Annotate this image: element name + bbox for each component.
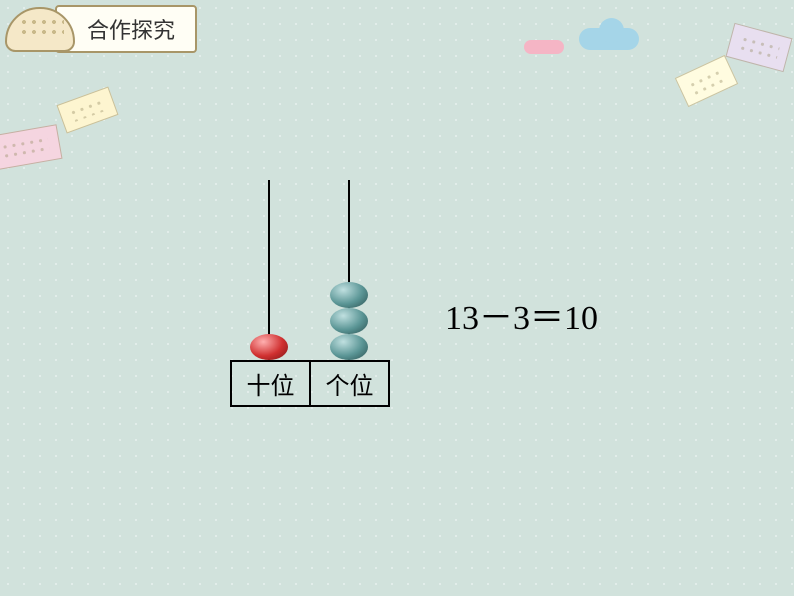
equation-operand-b: 3	[513, 300, 530, 337]
equation-result: 10	[564, 300, 598, 337]
label-tens: 十位	[232, 362, 311, 405]
equation-operator: －	[479, 300, 513, 337]
decoration-ticket	[0, 124, 63, 171]
decoration-ticket	[725, 23, 792, 72]
decoration-ticket	[675, 55, 738, 107]
section-badge: 合作探究	[5, 5, 197, 53]
bead-ones	[330, 334, 368, 360]
candy-icon	[524, 40, 564, 54]
bead-ones	[330, 308, 368, 334]
cloud-icon	[579, 28, 639, 50]
place-value-labels: 十位 个位	[230, 360, 390, 407]
equation-operand-a: 13	[445, 300, 479, 337]
equation: 13－3＝10	[445, 290, 598, 339]
bead-ones	[330, 282, 368, 308]
abacus-rods	[230, 180, 390, 360]
decoration-ticket	[57, 86, 119, 133]
abacus-diagram: 十位 个位	[230, 180, 390, 407]
label-ones: 个位	[311, 362, 388, 405]
rod-ones	[348, 180, 350, 360]
bead-tens	[250, 334, 288, 360]
rod-tens	[268, 180, 270, 360]
badge-label: 合作探究	[55, 5, 197, 53]
equation-equals: ＝	[530, 300, 564, 337]
